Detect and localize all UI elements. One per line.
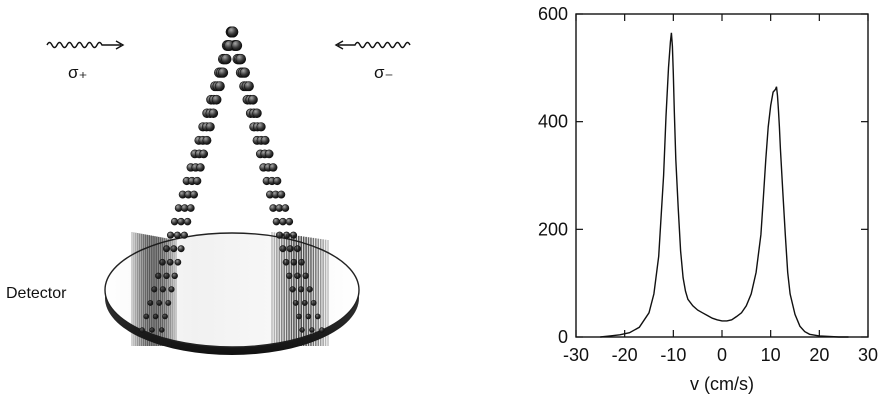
atom-dot-icon bbox=[221, 53, 232, 65]
atom-dot-icon bbox=[279, 245, 287, 253]
y-tick-label: 200 bbox=[538, 219, 568, 239]
atom-dot-icon bbox=[239, 67, 250, 78]
atom-dot-icon bbox=[256, 122, 266, 132]
atom-dot-icon bbox=[277, 190, 286, 199]
atom-fountain-svg: σ₊ σ₋ Detector bbox=[6, 26, 411, 355]
atom-dot-icon bbox=[173, 231, 182, 239]
plot-frame bbox=[575, 13, 869, 338]
atom-dot-icon bbox=[264, 149, 274, 159]
atom-dot-icon bbox=[196, 163, 205, 172]
atom-dot-icon bbox=[281, 204, 290, 212]
atom-dot-icon bbox=[273, 176, 282, 186]
y-tick-label: 400 bbox=[538, 112, 568, 132]
atom-dot-icon bbox=[199, 149, 209, 159]
atom-dot-icon bbox=[170, 245, 178, 253]
atom-dot-icon bbox=[166, 231, 175, 239]
x-tick-label: 30 bbox=[858, 345, 878, 365]
atom-fountain-diagram: σ₊ σ₋ Detector bbox=[6, 26, 411, 355]
atom-dot-icon bbox=[217, 67, 229, 78]
velocity-distribution-chart: -30 -20 -10 0 10 20 30 0 200 400 600 v (cm/s) bbox=[470, 0, 880, 401]
x-axis-label: v (cm/s) bbox=[690, 374, 754, 394]
atom-dot-icon bbox=[286, 245, 294, 253]
chart-svg: -30 -20 -10 0 10 20 30 0 200 400 600 v (cm/s) bbox=[538, 4, 878, 394]
atom-dot-icon bbox=[193, 176, 202, 186]
atom-dot-icon bbox=[171, 272, 178, 280]
atom-dot-icon bbox=[294, 245, 301, 253]
x-tick-label: -20 bbox=[612, 345, 638, 365]
atom-streams bbox=[131, 26, 329, 346]
y-tick-label: 0 bbox=[558, 327, 568, 347]
atom-dot-icon bbox=[205, 122, 215, 132]
velocity-series-line bbox=[600, 32, 849, 338]
atom-dot-icon bbox=[170, 217, 179, 226]
atom-dot-icon bbox=[285, 217, 294, 226]
atom-dot-icon bbox=[279, 217, 287, 226]
atom-dot-icon bbox=[248, 94, 258, 105]
arrow-head-left-icon bbox=[334, 40, 344, 50]
atom-dot-icon bbox=[186, 204, 195, 212]
atom-dot-icon bbox=[214, 81, 225, 92]
atom-dot-icon bbox=[243, 81, 254, 92]
atom-dot-icon bbox=[319, 327, 325, 333]
detector-label: Detector bbox=[6, 285, 67, 302]
x-tick-label: -30 bbox=[563, 345, 589, 365]
y-tick-label: 600 bbox=[538, 4, 568, 24]
atom-dot-icon bbox=[260, 135, 270, 145]
atom-dot-icon bbox=[180, 231, 188, 239]
sigma-minus-label: σ₋ bbox=[374, 63, 393, 82]
axis-ticks bbox=[575, 13, 869, 338]
atom-dot-icon bbox=[208, 108, 219, 119]
atom-dot-icon bbox=[211, 94, 222, 105]
sigma-plus-label: σ₊ bbox=[68, 63, 87, 82]
x-tick-label: 10 bbox=[761, 345, 781, 365]
wavy-arrow-left-icon bbox=[338, 41, 411, 49]
atom-dot-icon bbox=[177, 245, 185, 253]
atom-dot-icon bbox=[231, 40, 243, 51]
atom-dot-icon bbox=[227, 26, 239, 38]
atom-dot-icon bbox=[183, 217, 192, 226]
atom-dot-icon bbox=[174, 258, 182, 266]
x-tick-label: 20 bbox=[809, 345, 829, 365]
atom-dot-icon bbox=[268, 163, 278, 172]
atom-dot-icon bbox=[202, 135, 212, 145]
x-tick-label: 0 bbox=[717, 345, 727, 365]
arrow-head-right-icon bbox=[115, 40, 125, 50]
atom-dot-icon bbox=[177, 217, 185, 226]
atom-dot-icon bbox=[252, 108, 262, 119]
wavy-arrow-right-icon bbox=[46, 41, 121, 49]
x-tick-label: -10 bbox=[660, 345, 686, 365]
atom-dot-icon bbox=[235, 53, 247, 65]
tick-labels: -30 -20 -10 0 10 20 30 0 200 400 600 bbox=[538, 4, 878, 365]
atom-dot-icon bbox=[272, 217, 281, 226]
atom-dot-icon bbox=[190, 190, 198, 199]
